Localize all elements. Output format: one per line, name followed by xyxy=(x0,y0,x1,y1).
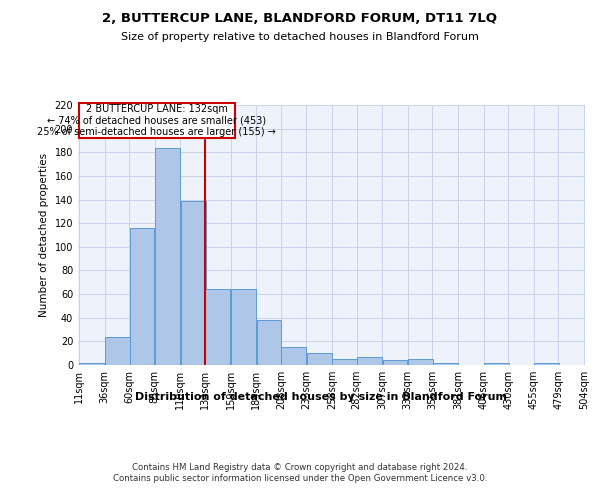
Bar xyxy=(155,148,180,365)
Text: ← 74% of detached houses are smaller (453): ← 74% of detached houses are smaller (45… xyxy=(47,116,266,126)
Text: 25% of semi-detached houses are larger (155) →: 25% of semi-detached houses are larger (… xyxy=(37,128,277,138)
Bar xyxy=(181,200,206,365)
Bar xyxy=(332,359,357,365)
Text: Contains public sector information licensed under the Open Government Licence v3: Contains public sector information licen… xyxy=(113,474,487,483)
Text: Size of property relative to detached houses in Blandford Forum: Size of property relative to detached ho… xyxy=(121,32,479,42)
Bar xyxy=(231,290,256,365)
Bar xyxy=(257,320,281,365)
Text: Contains HM Land Registry data © Crown copyright and database right 2024.: Contains HM Land Registry data © Crown c… xyxy=(132,462,468,471)
Bar xyxy=(307,353,332,365)
Bar xyxy=(357,356,382,365)
Bar xyxy=(205,290,230,365)
Bar xyxy=(281,348,306,365)
Y-axis label: Number of detached properties: Number of detached properties xyxy=(39,153,49,317)
Text: 2 BUTTERCUP LANE: 132sqm: 2 BUTTERCUP LANE: 132sqm xyxy=(86,104,228,114)
Bar xyxy=(105,336,130,365)
Text: 2, BUTTERCUP LANE, BLANDFORD FORUM, DT11 7LQ: 2, BUTTERCUP LANE, BLANDFORD FORUM, DT11… xyxy=(103,12,497,26)
Bar xyxy=(534,362,559,365)
Bar xyxy=(408,359,433,365)
Bar xyxy=(383,360,407,365)
Bar xyxy=(130,228,154,365)
Bar xyxy=(433,362,458,365)
Bar xyxy=(79,362,104,365)
Text: Distribution of detached houses by size in Blandford Forum: Distribution of detached houses by size … xyxy=(135,392,507,402)
Bar xyxy=(484,362,509,365)
